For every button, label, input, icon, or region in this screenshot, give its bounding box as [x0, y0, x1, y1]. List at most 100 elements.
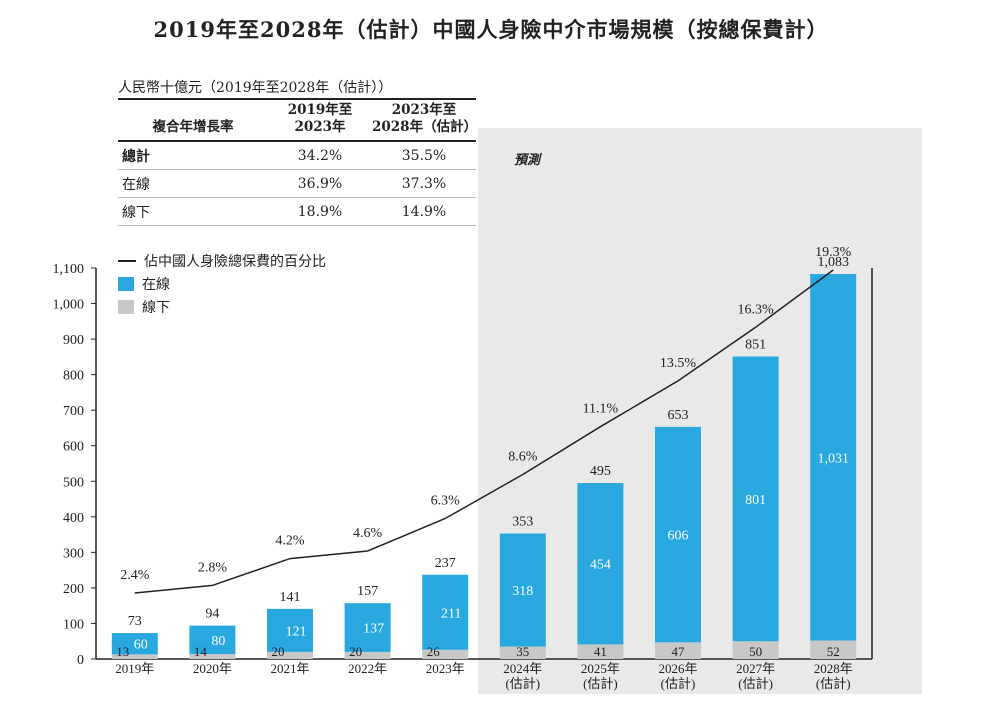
legend: 佔中國人身險總保費的百分比 在線 線下: [118, 249, 326, 318]
x-tick-label: (估計): [505, 676, 540, 691]
y-tick-label: 0: [77, 653, 84, 668]
cagr-row-label: 在線: [118, 169, 268, 198]
legend-line-swatch: [118, 259, 136, 262]
percentage-line: [134, 269, 834, 594]
online-value-label: 80: [211, 634, 225, 649]
x-tick-label: 2023年: [426, 661, 465, 676]
chart-title: 2019年至2028年（估計）中國人身險中介市場規模（按總保費計）: [153, 17, 829, 42]
cagr-row-label: 線下: [118, 197, 268, 226]
offline-value-label: 35: [516, 644, 529, 659]
offline-value-label: 20: [349, 644, 362, 659]
bar-online: [577, 483, 624, 645]
x-tick-label: 2026年: [658, 661, 697, 676]
percentage-label: 16.3%: [738, 302, 775, 317]
bar-offline: [732, 641, 779, 659]
total-value-label: 353: [512, 515, 533, 530]
online-value-label: 1,031: [817, 451, 849, 466]
y-tick-label: 300: [63, 546, 84, 561]
bar-online: [422, 574, 469, 650]
cagr-cell: 37.3%: [372, 169, 476, 198]
online-value-label: 60: [134, 638, 148, 653]
percentage-label: 8.6%: [508, 450, 538, 465]
total-value-label: 653: [668, 408, 689, 423]
bar-offline: [267, 651, 313, 659]
bar-offline: [499, 646, 546, 659]
legend-online-label: 在線: [142, 276, 170, 293]
percentage-label: 4.2%: [275, 534, 305, 549]
cagr-row: 線下 18.9% 14.9%: [118, 197, 476, 226]
x-tick-label: 2021年: [270, 661, 309, 676]
online-value-label: 318: [512, 584, 533, 599]
bar-offline: [344, 651, 391, 659]
bar-online: [655, 426, 701, 643]
y-tick-label: 100: [63, 617, 84, 632]
y-tick-label: 700: [63, 404, 84, 419]
percentage-label: 19.3%: [815, 245, 852, 260]
legend-item-online: 在線: [118, 272, 326, 295]
legend-offline-swatch: [118, 299, 134, 314]
y-tick-label: 800: [63, 369, 84, 384]
cagr-row: 在線 36.9% 37.3%: [118, 169, 476, 198]
bar-online: [189, 625, 236, 655]
cagr-cell: 36.9%: [268, 169, 372, 198]
y-tick-label: 1,100: [53, 262, 85, 277]
y-tick-label: 500: [63, 475, 84, 490]
y-tick-label: 1,000: [53, 298, 85, 313]
online-value-label: 121: [286, 624, 307, 639]
total-value-label: 1,083: [817, 255, 849, 270]
y-tick-label: 600: [63, 440, 84, 455]
total-value-label: 495: [590, 464, 611, 479]
offline-value-label: 20: [272, 644, 285, 659]
bar-online: [499, 533, 546, 647]
cagr-row-label: 總計: [118, 141, 268, 170]
cagr-header-col2: 2023年至 2028年（估計）: [372, 102, 478, 135]
bar-offline: [810, 640, 857, 659]
cagr-cell: 34.2%: [268, 141, 372, 170]
bar-offline: [111, 654, 158, 659]
bar-offline: [655, 642, 701, 659]
bar-offline: [189, 654, 236, 659]
legend-item-line: 佔中國人身險總保費的百分比: [118, 249, 326, 272]
bar-online: [267, 608, 313, 652]
y-tick-label: 400: [63, 511, 84, 526]
x-tick-label: 2019年: [115, 661, 154, 676]
bar-offline: [577, 644, 624, 659]
y-tick-label: 200: [63, 582, 84, 597]
offline-value-label: 47: [672, 644, 686, 659]
legend-line-label: 佔中國人身險總保費的百分比: [144, 253, 326, 270]
online-value-label: 137: [363, 622, 384, 637]
bar-online: [810, 274, 857, 641]
x-tick-label: 2025年: [581, 661, 620, 676]
cagr-header-label: 複合年增長率: [152, 119, 234, 135]
x-tick-label: (估計): [661, 676, 696, 691]
cagr-cell: 14.9%: [372, 197, 476, 226]
percentage-label: 6.3%: [431, 493, 461, 508]
online-value-label: 211: [441, 606, 461, 621]
cagr-header-col1: 2019年至 2023年: [287, 102, 353, 135]
online-value-label: 801: [745, 493, 766, 508]
total-value-label: 73: [128, 614, 142, 629]
online-value-label: 606: [668, 529, 689, 544]
bar-online: [732, 356, 779, 642]
total-value-label: 851: [745, 338, 766, 353]
cagr-row: 總計 34.2% 35.5%: [118, 141, 476, 170]
offline-value-label: 14: [194, 644, 208, 659]
bar-online: [111, 633, 158, 655]
x-tick-label: (估計): [816, 676, 851, 691]
bar-offline: [422, 649, 469, 659]
percentage-label: 2.8%: [198, 560, 228, 575]
y-tick-label: 900: [63, 333, 84, 348]
cagr-cell: 18.9%: [268, 197, 372, 226]
cagr-table: 複合年增長率 2019年至 2023年 2023年至 2028年（估計） 總計 …: [118, 98, 478, 226]
cagr-cell: 35.5%: [372, 141, 476, 170]
online-value-label: 454: [590, 558, 611, 573]
total-value-label: 94: [205, 607, 219, 622]
offline-value-label: 52: [827, 644, 840, 659]
offline-value-label: 41: [594, 644, 607, 659]
total-value-label: 141: [280, 590, 301, 605]
total-value-label: 157: [357, 584, 378, 599]
percentage-label: 2.4%: [120, 568, 150, 583]
percentage-label: 4.6%: [353, 526, 383, 541]
legend-item-offline: 線下: [118, 295, 326, 318]
